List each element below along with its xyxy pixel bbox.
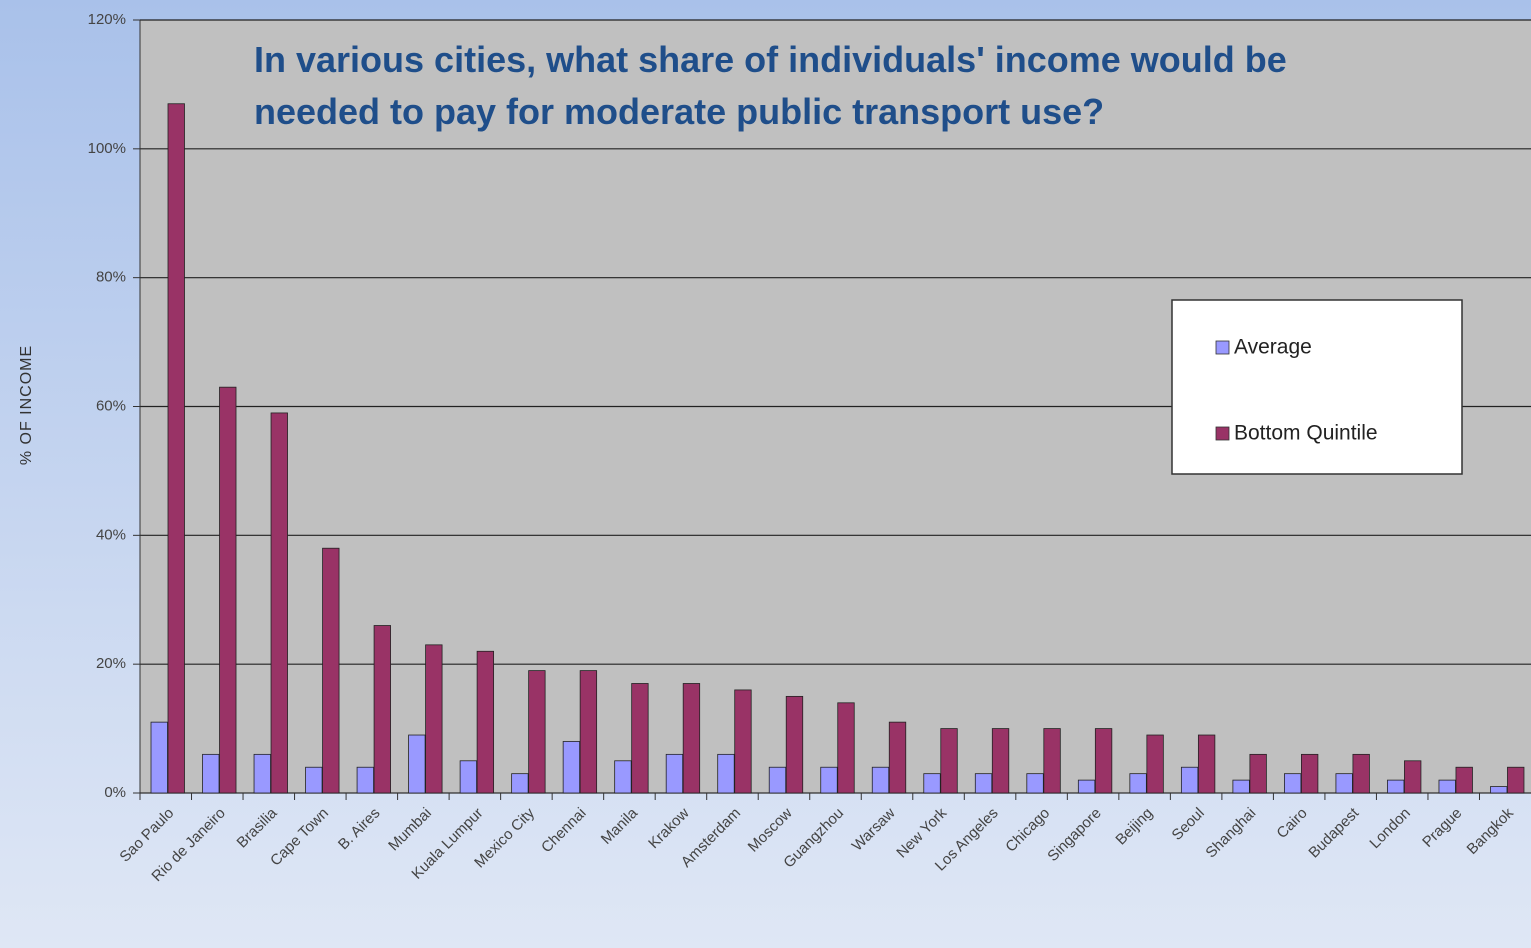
bar bbox=[717, 753, 735, 794]
bar bbox=[991, 728, 1010, 794]
bar bbox=[322, 547, 340, 794]
legend-swatch bbox=[1215, 426, 1230, 441]
bar bbox=[665, 753, 684, 794]
bar bbox=[768, 766, 787, 794]
bar bbox=[459, 760, 478, 794]
bar bbox=[1387, 779, 1405, 794]
x-tick-label: B. Aires bbox=[335, 805, 384, 854]
bar bbox=[1026, 773, 1044, 794]
bar bbox=[562, 741, 581, 794]
y-tick-label: 120% bbox=[88, 11, 126, 28]
bar bbox=[476, 650, 495, 794]
bar bbox=[1301, 753, 1319, 794]
y-tick-label: 40% bbox=[96, 526, 126, 543]
bar bbox=[923, 773, 941, 794]
bar bbox=[150, 721, 168, 794]
bar bbox=[356, 766, 374, 794]
bar bbox=[305, 766, 323, 794]
bar bbox=[1232, 779, 1250, 794]
x-tick-label: Krakow bbox=[645, 805, 693, 853]
legend-label: Bottom Quintile bbox=[1234, 422, 1378, 445]
legend-swatch bbox=[1215, 340, 1230, 355]
bar bbox=[785, 695, 804, 794]
y-axis-label: % OF INCOME bbox=[18, 345, 35, 465]
bar bbox=[1352, 753, 1370, 794]
x-tick-label: Seoul bbox=[1169, 805, 1208, 844]
x-tick-label: Cairo bbox=[1273, 805, 1310, 842]
bar bbox=[1146, 734, 1164, 794]
x-tick-label: Chicago bbox=[1002, 805, 1053, 856]
bar bbox=[425, 644, 443, 794]
x-tick-label: Beijing bbox=[1112, 805, 1156, 849]
bar bbox=[1043, 728, 1061, 794]
bar bbox=[1507, 766, 1525, 794]
bar bbox=[631, 683, 649, 794]
bar bbox=[579, 670, 598, 794]
legend-label: Average bbox=[1234, 336, 1312, 359]
x-tick-label: Chennai bbox=[538, 805, 590, 857]
bar bbox=[1335, 773, 1353, 794]
bar bbox=[940, 728, 958, 794]
y-tick-label: 0% bbox=[104, 784, 126, 801]
x-tick-label: London bbox=[1366, 805, 1413, 852]
bar bbox=[528, 670, 546, 794]
bar bbox=[1438, 779, 1456, 794]
legend-box bbox=[1171, 299, 1463, 475]
bar bbox=[253, 753, 271, 794]
bar bbox=[202, 753, 220, 794]
y-tick-label: 100% bbox=[88, 140, 126, 157]
bar bbox=[1284, 773, 1302, 794]
y-tick-label: 60% bbox=[96, 397, 126, 414]
x-tick-label: Moscow bbox=[745, 804, 796, 855]
bar bbox=[1077, 779, 1096, 794]
x-tick-label: Shanghai bbox=[1202, 805, 1259, 862]
bar bbox=[167, 103, 185, 794]
bar bbox=[888, 721, 907, 794]
bar bbox=[1129, 773, 1147, 794]
bar bbox=[408, 734, 426, 794]
chart-title: In various cities, what share of individ… bbox=[254, 39, 1287, 132]
bar bbox=[373, 625, 391, 794]
bar bbox=[219, 386, 237, 794]
bar bbox=[1180, 766, 1199, 794]
bar bbox=[871, 766, 890, 794]
bar bbox=[511, 773, 529, 794]
bar bbox=[820, 766, 838, 794]
bar bbox=[837, 702, 855, 794]
x-tick-label: Manila bbox=[598, 804, 642, 848]
x-tick-label: Budapest bbox=[1305, 804, 1362, 861]
bar bbox=[734, 689, 752, 794]
x-tick-label: Bangkok bbox=[1464, 804, 1518, 858]
x-tick-label: Warsaw bbox=[849, 805, 899, 855]
bar bbox=[1455, 766, 1473, 794]
bar bbox=[974, 773, 993, 794]
bar bbox=[1197, 734, 1216, 794]
bar bbox=[1094, 728, 1113, 794]
x-tick-label: Singapore bbox=[1044, 805, 1104, 865]
y-tick-label: 80% bbox=[96, 269, 126, 286]
bar bbox=[270, 412, 288, 794]
x-tick-label: Mumbai bbox=[385, 805, 435, 855]
bar bbox=[614, 760, 632, 794]
x-tick-label: Prague bbox=[1419, 805, 1465, 851]
bar bbox=[682, 683, 701, 794]
bar bbox=[1404, 760, 1422, 794]
bar bbox=[1490, 786, 1508, 794]
x-tick-label: Brasilia bbox=[234, 804, 281, 851]
bar bbox=[1249, 753, 1267, 794]
y-tick-label: 20% bbox=[96, 655, 126, 672]
